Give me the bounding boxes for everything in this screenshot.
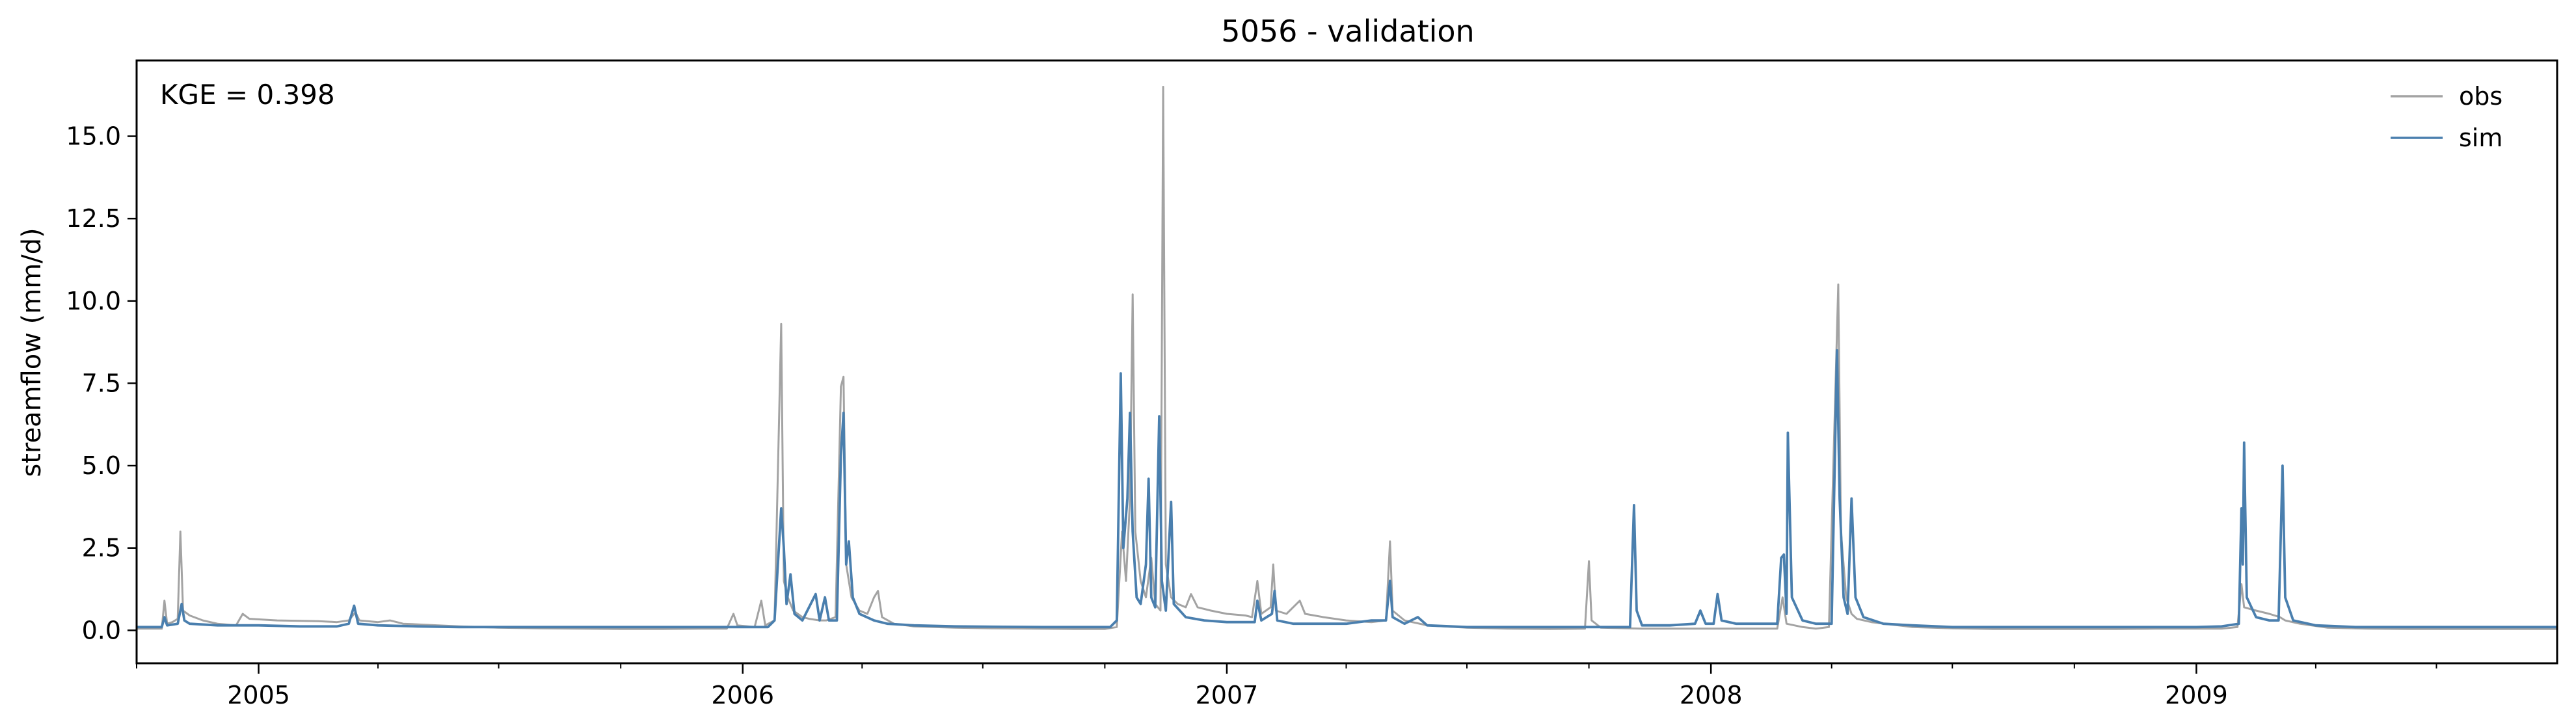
y-tick-label: 0.0 — [82, 616, 121, 644]
y-tick-label: 5.0 — [82, 451, 121, 480]
y-tick-label: 15.0 — [66, 122, 121, 151]
legend-obs-label: obs — [2459, 82, 2502, 111]
y-tick-label: 7.5 — [82, 369, 121, 397]
x-tick-label: 2008 — [1680, 681, 1743, 709]
x-tick-label: 2009 — [2165, 681, 2228, 709]
kge-annotation: KGE = 0.398 — [160, 79, 335, 111]
legend-sim-label: sim — [2459, 124, 2502, 152]
plot-frame — [135, 59, 2558, 665]
x-tick-label: 2006 — [711, 681, 774, 709]
series-layer — [137, 86, 2557, 630]
series-line-sim — [137, 349, 2557, 629]
legend: obs sim — [2391, 82, 2502, 152]
y-tick-label: 10.0 — [66, 287, 121, 315]
y-tick-label: 2.5 — [82, 534, 121, 562]
x-tick-label: 2007 — [1196, 681, 1259, 709]
chart-title: 5056 - validation — [1221, 14, 1474, 49]
y-axis-ticks: 0.0 2.5 5.0 7.5 10.0 12.5 15.0 — [66, 122, 137, 644]
x-axis-ticks: 2005 2006 2007 2008 2009 — [136, 663, 2437, 709]
x-tick-label: 2005 — [227, 681, 290, 709]
y-tick-label: 12.5 — [66, 204, 121, 233]
y-axis-label: streamflow (mm/d) — [17, 228, 47, 477]
